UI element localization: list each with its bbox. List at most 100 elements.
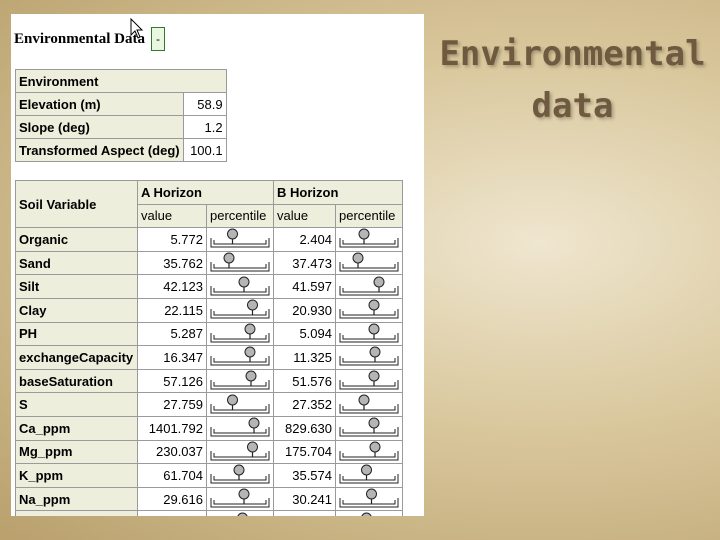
a-horizon-value: 5.287 [137,321,207,347]
b-percentile-header: percentile [335,203,403,229]
b-horizon-value: 5.094 [273,321,336,347]
percentile-marker [358,228,370,240]
b-horizon-percentile [335,345,403,370]
a-value-header: value [137,203,207,229]
percentile-marker [245,370,257,382]
soil-header-row: Soil Variable A Horizon B Horizon [15,179,403,229]
percentile-track [210,262,270,272]
percentile-gauge-icon [210,417,270,437]
percentile-track [210,498,270,508]
percentile-track [339,403,399,414]
percentile-gauge-icon [339,370,399,390]
table-row [15,510,403,516]
soil-variable-name: Na_ppm [15,486,138,512]
percentile-gauge-icon [210,276,270,296]
percentile-gauge-icon [339,441,399,461]
b-horizon-percentile [335,297,403,323]
panel-title: Environmental Data [14,30,145,47]
percentile-marker [238,488,250,500]
percentile-marker [248,417,260,429]
soil-variable-name: Mg_ppm [15,439,138,465]
b-horizon-percentile [335,463,403,488]
percentile-marker [227,394,238,406]
percentile-marker [247,441,258,453]
percentile-gauge-icon [210,346,270,366]
environment-table: Environment Elevation (m) 58.9 Slope (de… [15,69,227,162]
percentile-track [210,356,270,366]
a-horizon-value: 1401.792 [137,415,207,441]
a-horizon-percentile [206,486,274,512]
percentile-track [339,332,399,343]
soil-table-body: Organic 5.772 2.404 Sand 35.762 37.473 Silt 42.… [15,227,403,516]
a-horizon-value: 42.123 [137,274,207,299]
soil-variable-name: Ca_ppm [15,415,138,441]
b-horizon-percentile [335,321,403,347]
percentile-marker [244,323,256,335]
percentile-gauge-icon [339,299,399,319]
percentile-track [339,474,399,484]
a-horizon-percentile [206,392,274,417]
environmental-data-panel: Environmental Data - Environment Elevati… [11,14,424,516]
soil-variable-name [15,510,138,516]
soil-variable-name: Organic [15,227,138,252]
percentile-gauge-icon [339,417,399,437]
percentile-gauge-icon [339,252,399,272]
percentile-marker [368,370,380,382]
percentile-track [210,332,270,343]
a-horizon-percentile [206,368,274,394]
b-horizon-percentile [335,392,403,417]
percentile-marker [373,276,385,288]
a-horizon-value: 35.762 [137,250,207,276]
table-row: Clay 22.115 20.930 [15,297,403,323]
percentile-marker [368,323,380,335]
table-row: Ca_ppm 1401.792 829.630 [15,415,403,441]
b-horizon-value: 175.704 [273,439,336,465]
percentile-gauge-icon [210,488,270,508]
percentile-track [210,474,270,484]
percentile-gauge-icon [237,512,248,516]
table-row: Slope (deg) 1.2 [15,115,227,139]
environment-value: 100.1 [182,138,227,162]
collapse-button[interactable]: - [150,27,165,51]
percentile-track [339,285,399,296]
a-horizon-value: 29.616 [137,486,207,512]
percentile-track [210,450,270,461]
b-horizon-value: 27.352 [273,392,336,417]
percentile-gauge-icon [339,228,399,248]
percentile-track [210,427,270,437]
percentile-marker [247,299,258,311]
a-horizon-value: 61.704 [137,463,207,488]
percentile-marker [352,252,364,264]
percentile-marker [369,346,381,358]
a-horizon-percentile [206,439,274,465]
percentile-marker [223,252,235,264]
percentile-track [339,356,399,366]
percentile-marker [361,512,372,516]
table-row: Organic 5.772 2.404 [15,227,403,252]
percentile-gauge-icon [210,228,270,248]
percentile-track [210,309,270,319]
percentile-track [339,262,399,272]
b-horizon-header: B Horizon [273,180,403,205]
table-row: PH 5.287 5.094 [15,321,403,347]
b-horizon-percentile [335,486,403,512]
percentile-marker [237,512,248,516]
environment-label: Elevation (m) [15,92,184,116]
a-horizon-percentile [206,297,274,323]
percentile-gauge-icon [210,464,270,484]
b-horizon-value: 37.473 [273,250,336,276]
environment-label: Transformed Aspect (deg) [15,138,184,162]
percentile-marker [227,228,238,240]
percentile-marker [368,417,380,429]
table-row: Transformed Aspect (deg) 100.1 [15,138,227,162]
b-horizon-percentile [335,368,403,394]
a-horizon-percentile [206,415,274,441]
percentile-track [210,238,270,248]
b-horizon-value: 30.241 [273,486,336,512]
a-horizon-header: A Horizon [137,180,274,205]
percentile-gauge-icon [339,488,399,508]
soil-variable-name: PH [15,321,138,347]
soil-variable-name: exchangeCapacity [15,345,138,370]
soil-variable-name: S [15,392,138,417]
a-horizon-percentile [206,321,274,347]
